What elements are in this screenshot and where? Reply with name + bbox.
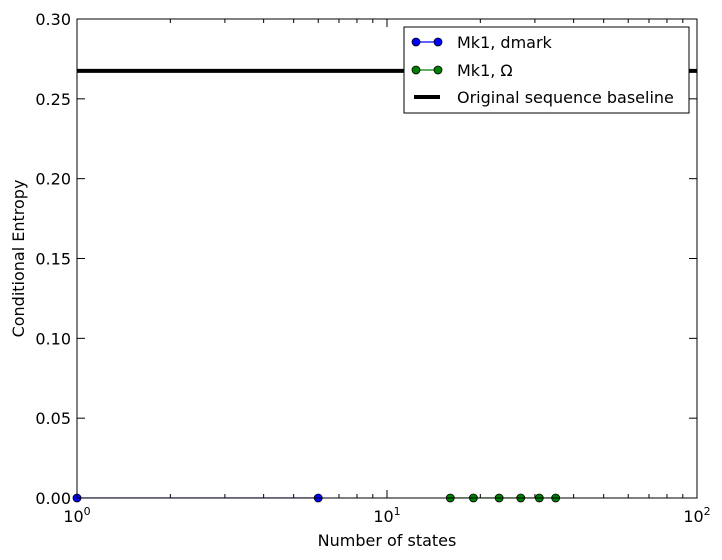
y-tick-label: 0.25 — [35, 90, 71, 109]
y-tick-label: 0.20 — [35, 170, 71, 189]
x-axis-label: Number of states — [318, 531, 457, 550]
y-tick-label: 0.00 — [35, 489, 71, 508]
x-tick-label: 100 — [63, 505, 90, 526]
y-tick-label: 0.15 — [35, 250, 71, 269]
legend-marker — [433, 37, 443, 47]
plot-content — [72, 68, 697, 503]
x-tick-exponent: 1 — [394, 505, 401, 518]
legend-item: Original sequence baseline — [414, 88, 674, 107]
legend-item: Mk1, dmark — [411, 33, 553, 52]
x-tick-base: 10 — [373, 507, 393, 526]
y-tick-label: 0.30 — [35, 10, 71, 29]
legend-label: Mk1, dmark — [457, 33, 553, 52]
legend-box — [403, 26, 690, 114]
legend: Mk1, dmark Mk1, Ω Original sequence baseli… — [403, 26, 690, 114]
x-tick-base: 10 — [63, 507, 83, 526]
legend-label: Original sequence baseline — [457, 88, 674, 107]
x-tick-base: 10 — [683, 507, 703, 526]
x-tick-exponent: 2 — [704, 505, 711, 518]
legend-marker — [411, 65, 421, 75]
legend-item: Mk1, Ω — [411, 61, 513, 80]
y-axis-label: Conditional Entropy — [9, 180, 28, 338]
x-tick-label: 101 — [373, 505, 400, 526]
legend-marker — [433, 65, 443, 75]
x-tick-label: 102 — [683, 505, 710, 526]
x-tick-exponent: 0 — [84, 505, 91, 518]
y-tick-label: 0.05 — [35, 409, 71, 428]
plot-frame — [76, 18, 698, 499]
plot-area — [77, 68, 697, 498]
legend-items: Mk1, dmark Mk1, Ω Original sequence baseli… — [411, 33, 674, 107]
legend-marker — [411, 37, 421, 47]
y-tick-label: 0.10 — [35, 329, 71, 348]
legend-label: Mk1, Ω — [457, 61, 513, 80]
